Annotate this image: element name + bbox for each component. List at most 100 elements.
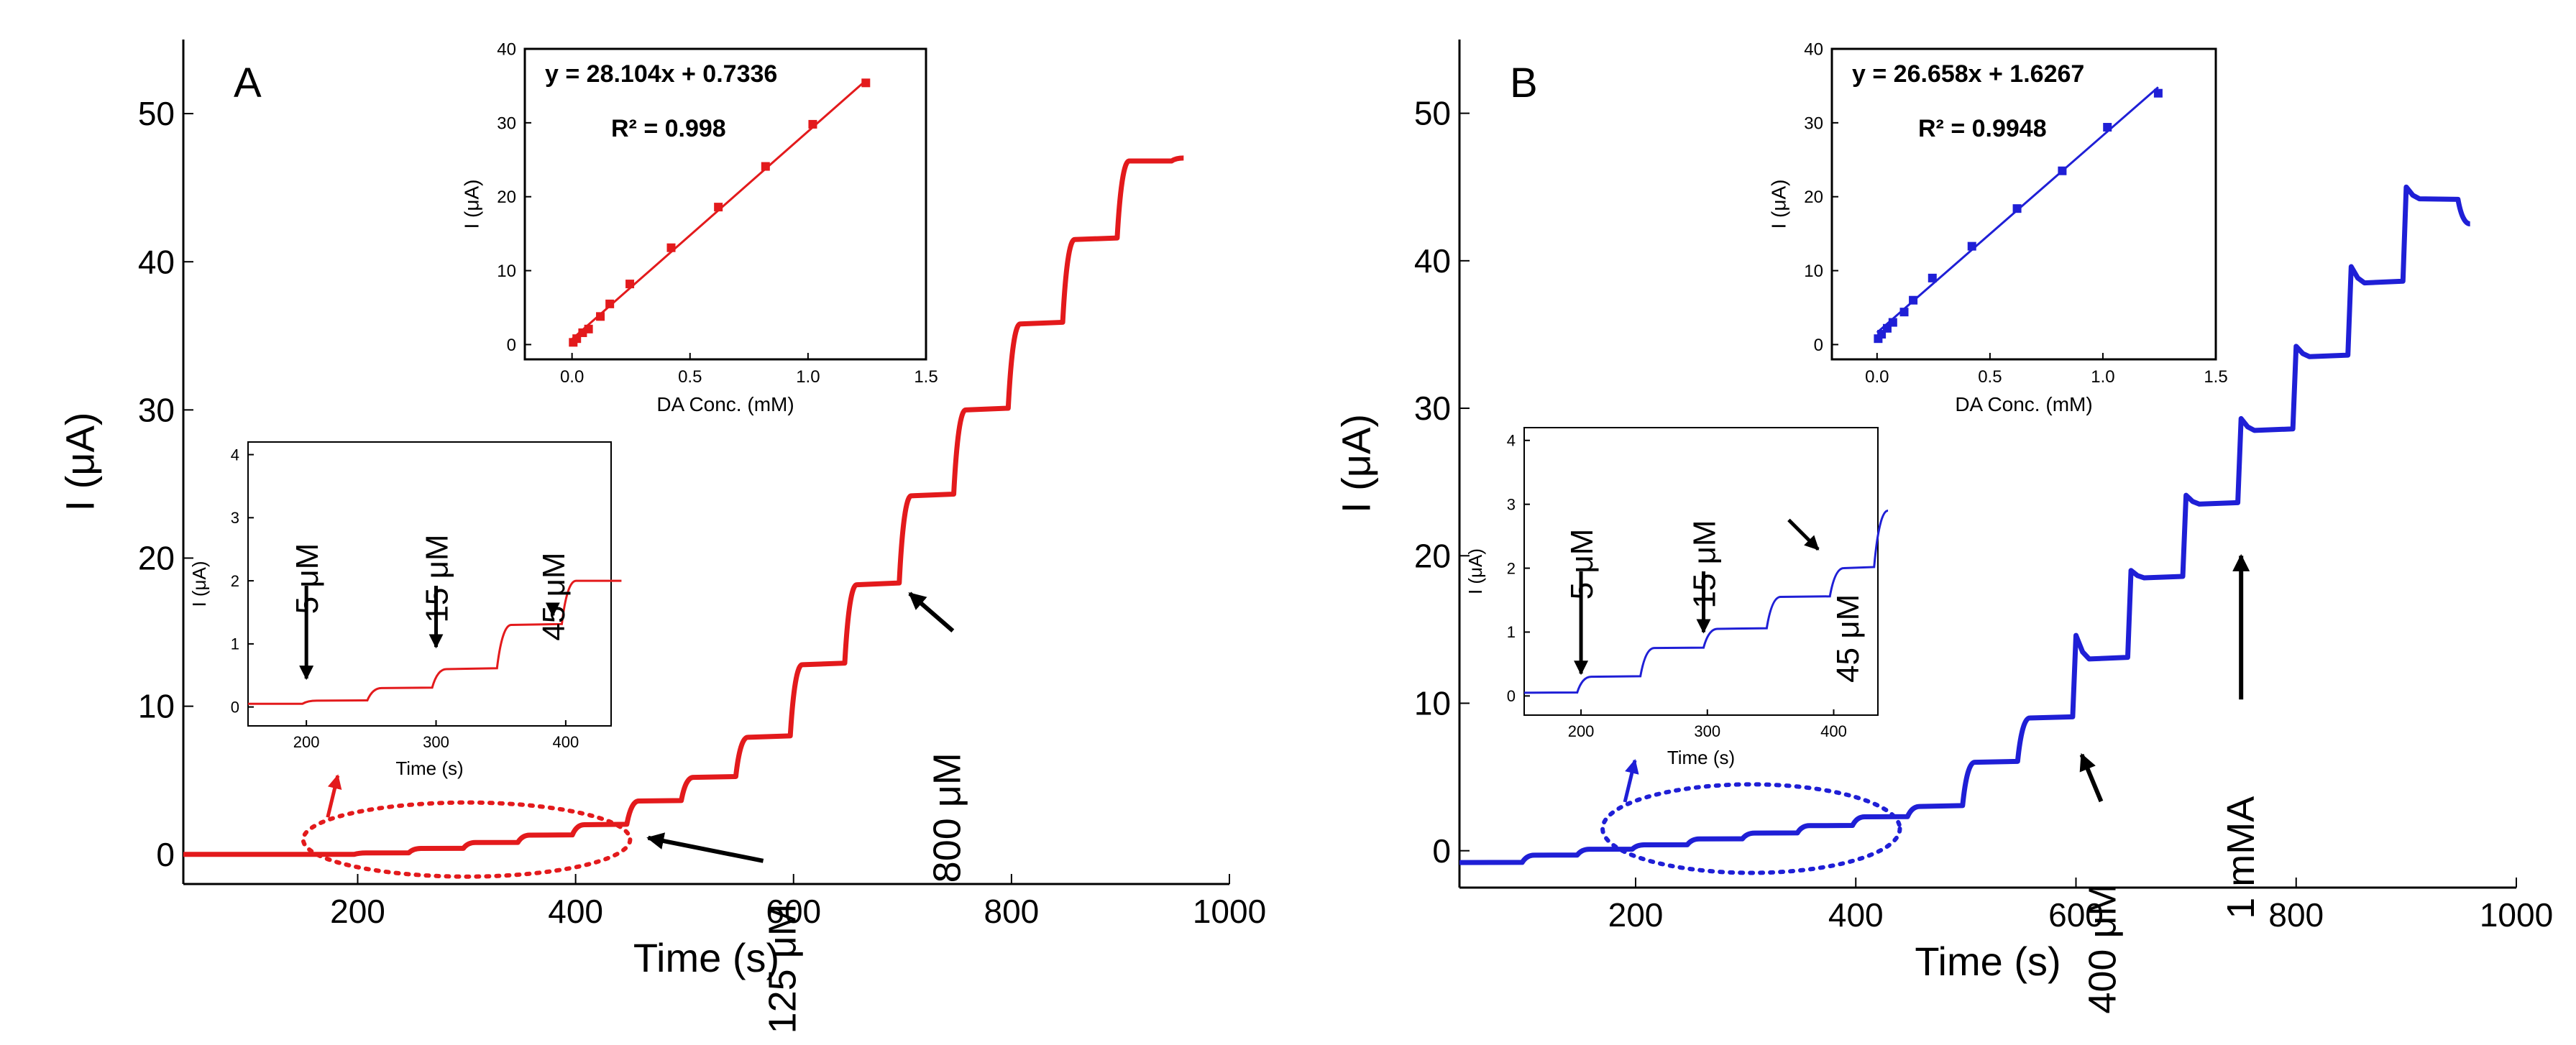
B-inset-line-arrow-label: 45 μM (1830, 594, 1866, 683)
B-inset-fit-ytick-label: 10 (1804, 262, 1823, 281)
A-main-xlabel: Time (s) (633, 935, 779, 980)
B-main-zoom-arrow (1623, 759, 1639, 803)
B-inset-fit-xtick-label: 1.0 (2091, 367, 2114, 387)
B-inset-line-ytick-label: 4 (1507, 431, 1516, 449)
B-inset-line: 200 300 400 0 1 2 3 4 Time (s) I (μA) 5 μM 15 μM 45 … (1465, 427, 1889, 768)
B-main-ytick-label: 40 (1414, 242, 1451, 280)
B-main-xtick-label: 800 (2268, 896, 2324, 934)
A-main-ytick-label: 50 (138, 95, 175, 132)
B-inset-line-ylabel: I (μA) (1465, 548, 1486, 594)
B-inset-line-ytick-label: 1 (1507, 623, 1516, 641)
A-inset-fit-xtick-label: 0.0 (560, 367, 584, 387)
B-main-xtick-label: 1000 (2480, 896, 2553, 934)
B-inset-fit-data-point (2012, 204, 2022, 213)
A-inset-fit: 0.0 0.5 1.0 1.5 0 10 20 30 40 DA Conc. (mM) I (μA)… (461, 40, 938, 415)
B-main-ytick-label: 20 (1414, 537, 1451, 574)
A-main-ytick-label: 30 (138, 391, 175, 428)
A-inset-fit-xtick-label: 0.5 (678, 367, 702, 387)
A-inset-fit-data-point (625, 280, 635, 289)
A-inset-line-arrow-label: 5 μM (290, 543, 325, 614)
A-inset-line-xlabel: Time (s) (395, 758, 463, 779)
B-main-xtick-label: 600 (2048, 896, 2104, 934)
A-inset-fit-ytick-label: 20 (497, 188, 516, 207)
B-main-series-line (1459, 184, 2471, 865)
A-main-ytick-label: 0 (156, 836, 175, 873)
A-inset-line-xtick-label: 400 (553, 733, 579, 751)
B-main-xtick-label: 200 (1608, 896, 1664, 934)
B-inset-fit-data-point (1888, 318, 1897, 327)
B-inset-line-xtick-label: 400 (1820, 722, 1847, 740)
A-main-annotation-label: 125 μM (761, 903, 805, 1034)
A-inset-line-ytick-label: 2 (231, 572, 239, 590)
B-inset-fit-ytick-label: 20 (1804, 188, 1823, 207)
A-inset-line-ytick-label: 4 (231, 446, 239, 464)
A-inset-fit-data-point (596, 312, 605, 321)
B-inset-fit-ytick-label: 30 (1804, 114, 1823, 133)
A-inset-fit-ytick-label: 0 (507, 336, 516, 355)
B-inset-line-arrow-label: 5 μM (1564, 529, 1600, 600)
B-inset-fit-ytick-label: 40 (1804, 40, 1823, 59)
A-inset-fit-ytick-label: 30 (497, 114, 516, 133)
B-inset-line-xtick-label: 200 (1568, 722, 1595, 740)
B-inset-fit-xtick-label: 0.0 (1865, 367, 1889, 387)
B-main-ytick-label: 10 (1414, 685, 1451, 722)
A-main-annotation-label: 800 μM (925, 752, 968, 883)
A-inset-line-xtick-label: 300 (423, 733, 449, 751)
A-main-xtick-label: 200 (330, 893, 385, 930)
B-inset-fit-data-point (1899, 308, 1909, 317)
A-main-ytick-label: 40 (138, 243, 175, 280)
A-inset-line-ylabel: I (μA) (188, 561, 210, 607)
A-inset-line-ytick-label: 0 (231, 698, 239, 716)
B-inset-fit-data-point (2153, 88, 2163, 98)
A-inset-fit-data-point (584, 324, 593, 333)
B-inset-line-ytick-label: 3 (1507, 495, 1516, 513)
B-inset-fit-ylabel: I (μA) (1768, 179, 1790, 229)
B-inset-line-series-line (1523, 510, 1889, 694)
A-main-zoom-arrow (326, 774, 342, 818)
B-inset-fit-data-point (1928, 273, 1937, 282)
B-main-annotation-label: 400 μM (2081, 883, 2124, 1013)
B-inset-fit-data-point (1909, 295, 1918, 305)
A-main-xtick-label: 600 (766, 893, 821, 930)
A-inset-fit-data-point (605, 299, 615, 308)
B-main-ytick-label: 30 (1414, 390, 1451, 427)
A-inset-line-arrow-label: 15 μM (420, 534, 455, 622)
A-main-xtick-label: 1000 (1193, 893, 1266, 930)
A-main-ytick-label: 10 (138, 688, 175, 725)
A-inset-line-ytick-label: 3 (231, 509, 239, 527)
B-main-annotation-label: 1 mMA (2219, 796, 2263, 919)
A-main-annotation-arrow (646, 832, 764, 863)
B-inset-fit: 0.0 0.5 1.0 1.5 0 10 20 30 40 DA Conc. (mM) I (μA)… (1768, 40, 2228, 415)
A-main-ylabel: I (μA) (57, 412, 102, 511)
B-inset-fit-ytick-label: 0 (1814, 336, 1823, 355)
A-inset-fit-r2: R² = 0.998 (611, 115, 726, 142)
B-inset-line-ytick-label: 0 (1507, 687, 1516, 705)
A-inset-line-arrow-label: 45 μM (536, 552, 572, 640)
B-inset-fit-xtick-label: 1.5 (2204, 367, 2227, 387)
B-inset-fit-xlabel: DA Conc. (mM) (1955, 393, 2092, 415)
A-inset-fit-equation: y = 28.104x + 0.7336 (545, 60, 777, 88)
B-inset-fit-data-point (1967, 241, 1976, 251)
A-main-ytick-label: 20 (138, 540, 175, 577)
B-inset-fit-data-point (2058, 166, 2067, 175)
A-main-series-line (183, 155, 1184, 857)
A-inset-line: 200 300 400 0 1 2 3 4 Time (s) I (μA) 5 μM 15 μM 45 … (188, 441, 622, 779)
A-inset-fit-ytick-label: 40 (497, 40, 516, 59)
B-inset-fit-xtick-label: 0.5 (1978, 367, 2002, 387)
A-inset-fit-data-point (761, 162, 770, 171)
B-main-annotations: 400 μM 1 mMA (2079, 553, 2263, 1014)
A-main-panel-label: A (234, 60, 262, 106)
B-main-ytick-label: 50 (1414, 95, 1451, 132)
A-main-zoom-ellipse (301, 800, 633, 879)
A-main-annotation-arrow (908, 591, 955, 632)
A-inset-fit-ylabel: I (μA) (461, 179, 483, 229)
A-inset-fit-xlabel: DA Conc. (mM) (656, 393, 794, 415)
B-inset-line-xlabel: Time (s) (1667, 747, 1735, 768)
B-inset-line-ytick-label: 2 (1507, 559, 1516, 577)
B-main-ylabel: I (μA) (1333, 414, 1378, 513)
B-inset-fit-data-point (2103, 123, 2112, 132)
A-inset-line-ytick-label: 1 (231, 635, 239, 653)
